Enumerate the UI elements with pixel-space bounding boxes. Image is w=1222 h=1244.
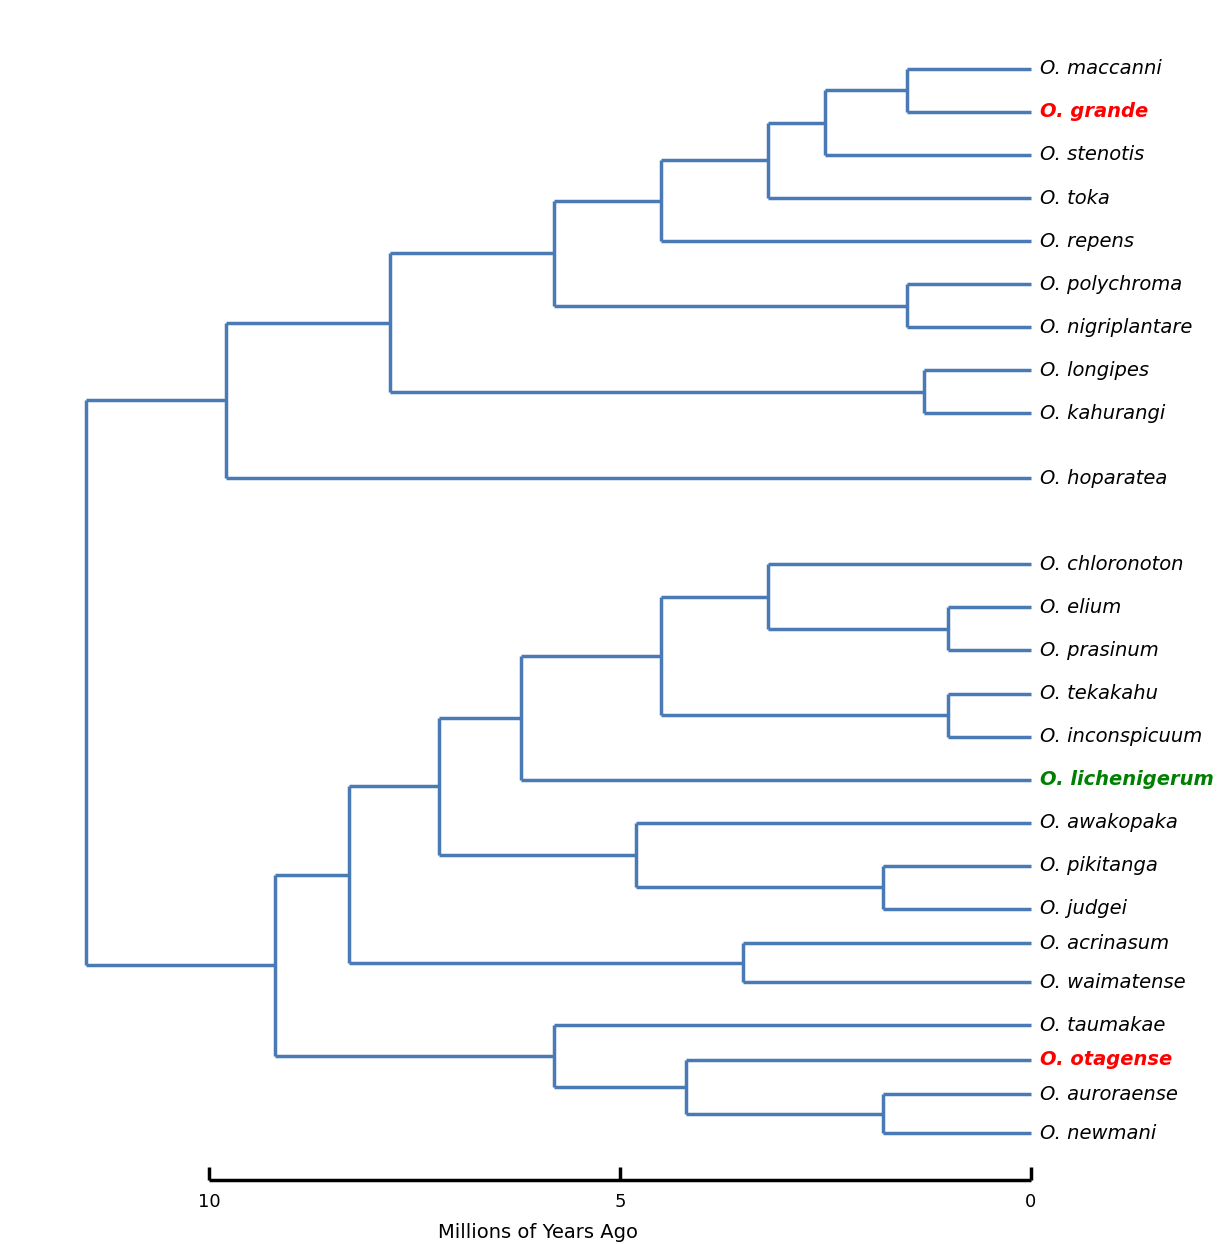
- Text: O. stenotis: O. stenotis: [1040, 146, 1145, 164]
- Text: Millions of Years Ago: Millions of Years Ago: [437, 1224, 638, 1243]
- Text: O. awakopaka: O. awakopaka: [1040, 814, 1178, 832]
- Text: O. auroraense: O. auroraense: [1040, 1085, 1178, 1103]
- Text: O. inconspicuum: O. inconspicuum: [1040, 728, 1202, 746]
- Text: O. tekakahu: O. tekakahu: [1040, 684, 1158, 703]
- Text: O. waimatense: O. waimatense: [1040, 973, 1187, 991]
- Text: O. judgei: O. judgei: [1040, 899, 1128, 918]
- Text: O. polychroma: O. polychroma: [1040, 275, 1183, 294]
- Text: O. prasinum: O. prasinum: [1040, 641, 1160, 661]
- Text: O. pikitanga: O. pikitanga: [1040, 856, 1158, 876]
- Text: O. repens: O. repens: [1040, 231, 1134, 250]
- Text: O. toka: O. toka: [1040, 189, 1111, 208]
- Text: O. nigriplantare: O. nigriplantare: [1040, 317, 1193, 337]
- Text: O. acrinasum: O. acrinasum: [1040, 934, 1169, 953]
- Text: O. hoparatea: O. hoparatea: [1040, 469, 1168, 488]
- Text: 5: 5: [615, 1193, 626, 1212]
- Text: O. otagense: O. otagense: [1040, 1050, 1173, 1070]
- Text: O. newmani: O. newmani: [1040, 1123, 1157, 1142]
- Text: O. chloronoton: O. chloronoton: [1040, 555, 1184, 573]
- Text: 10: 10: [198, 1193, 221, 1212]
- Text: 0: 0: [1025, 1193, 1036, 1212]
- Text: O. kahurangi: O. kahurangi: [1040, 404, 1166, 423]
- Text: O. maccanni: O. maccanni: [1040, 60, 1162, 78]
- Text: O. elium: O. elium: [1040, 598, 1122, 617]
- Text: O. lichenigerum: O. lichenigerum: [1040, 770, 1215, 789]
- Text: O. taumakae: O. taumakae: [1040, 1016, 1166, 1035]
- Text: O. grande: O. grande: [1040, 102, 1149, 122]
- Text: O. longipes: O. longipes: [1040, 361, 1150, 379]
